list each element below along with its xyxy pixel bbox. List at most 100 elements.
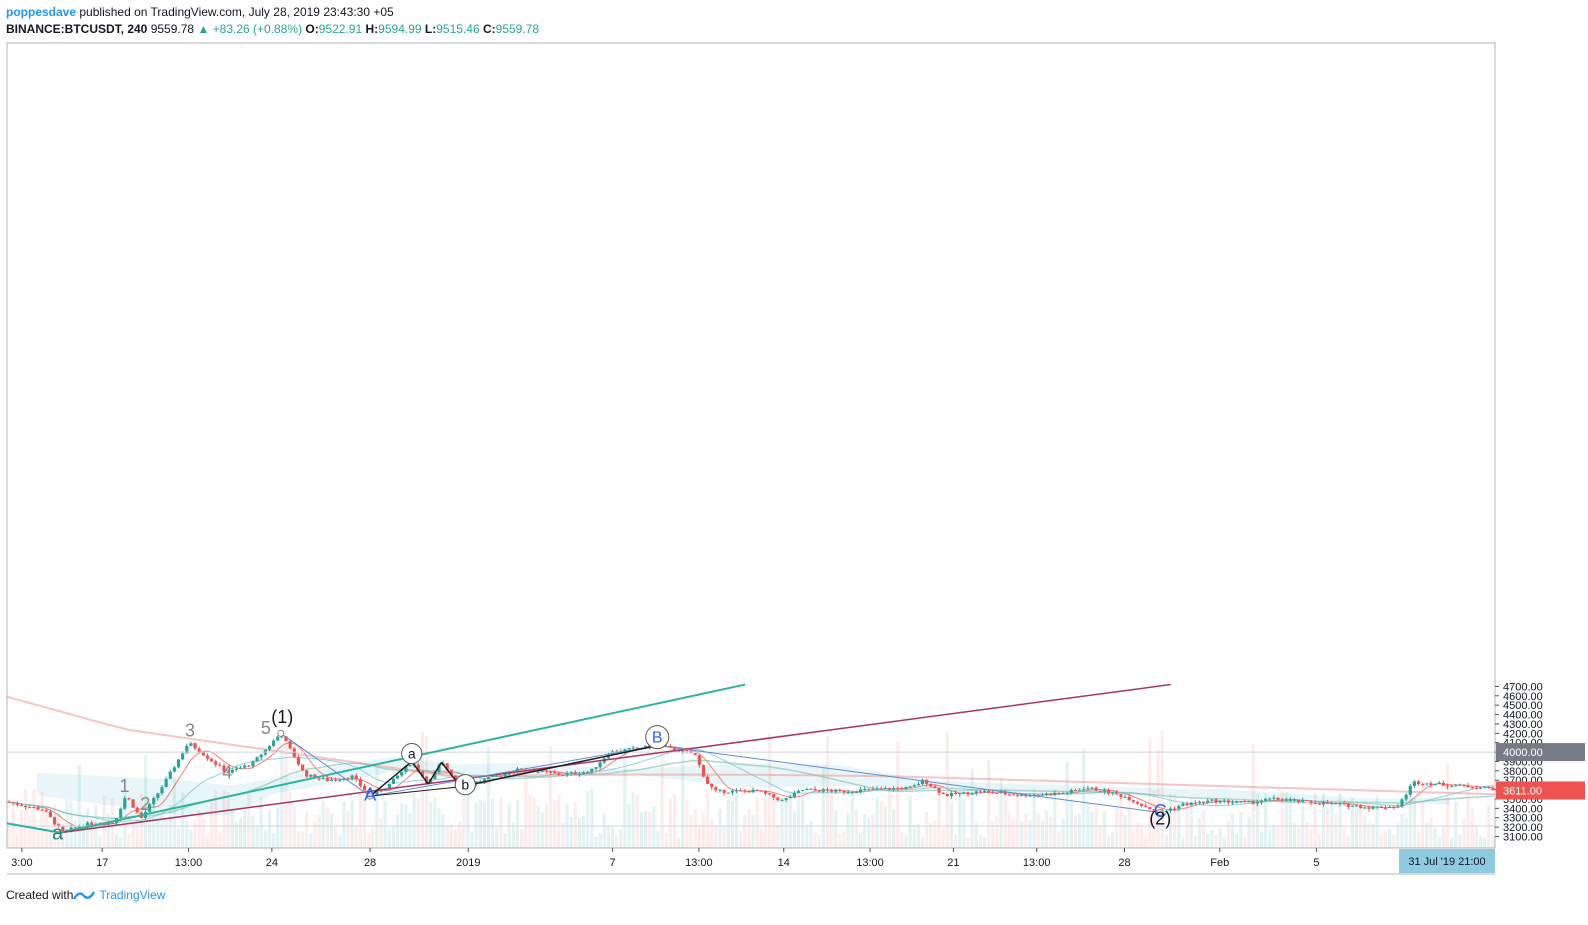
volume-bar (1437, 837, 1441, 848)
tradingview-logo-icon[interactable] (73, 889, 96, 901)
time-tick-label: 28 (364, 857, 376, 869)
volume-bar (102, 795, 106, 848)
candle-body (1016, 795, 1020, 797)
current-price-tag: 3611.00 (1503, 785, 1542, 797)
candle-body (838, 789, 842, 791)
candle-body (309, 774, 313, 777)
candle-body (1127, 796, 1131, 801)
candle-body (342, 778, 346, 780)
candle-body (1007, 794, 1011, 796)
volume-bar (846, 813, 850, 848)
candle-body (19, 804, 24, 806)
volume-bar (40, 791, 44, 848)
volume-bar (805, 824, 809, 848)
candle-body (362, 785, 367, 791)
volume-bar (987, 760, 991, 848)
candle-body (1412, 781, 1416, 786)
candle-body (317, 778, 321, 780)
candle-body (772, 794, 776, 798)
volume-bar (1429, 818, 1433, 848)
candle-body (1140, 803, 1144, 806)
volume-bar (1193, 835, 1197, 848)
candle-body (449, 769, 453, 776)
candle-body (57, 824, 61, 827)
candle-body (1276, 797, 1280, 800)
candle-body (367, 790, 371, 795)
volume-bar (937, 789, 941, 848)
candle-body (1334, 803, 1338, 805)
volume-bar (1094, 805, 1098, 848)
author-name[interactable]: poppesdave (6, 5, 77, 19)
wave-label: B (652, 730, 663, 747)
candle-body (358, 779, 362, 786)
candle-body (635, 747, 639, 749)
chart-header: poppesdave published on TradingView.com,… (6, 4, 539, 38)
price-axis[interactable]: 3100.003200.003300.003400.003500.003600.… (1494, 43, 1588, 848)
candle-body (61, 826, 65, 831)
volume-bar (1057, 831, 1061, 848)
ichimoku-cloud (36, 756, 1451, 816)
candle-body (1003, 792, 1007, 795)
candle-body (296, 757, 300, 765)
candle-body (1379, 806, 1383, 808)
tradingview-brand[interactable]: TradingView (99, 888, 166, 902)
candle-body (36, 807, 40, 810)
volume-bar (334, 827, 338, 848)
volume-bar (396, 814, 400, 848)
volume-bar (598, 833, 602, 848)
volume-bar (730, 800, 734, 848)
candle-body (272, 740, 276, 746)
volume-bar (1098, 826, 1102, 848)
volume-bar (834, 810, 838, 848)
candle-body (565, 773, 569, 776)
candle-body (1416, 781, 1421, 785)
volume-bar (400, 802, 404, 848)
price-tick-label: 3800.00 (1503, 766, 1543, 778)
volume-bar (1292, 823, 1297, 848)
candle-body (734, 790, 739, 792)
candle-body (119, 808, 123, 819)
volume-bar (152, 806, 156, 848)
candle-body (247, 765, 251, 767)
volume-bar (284, 735, 288, 848)
time-axis[interactable]: 3:00 17 13:00 24 28 2019 7 13:00 14 13:00 21 13:00 2… (7, 848, 1495, 875)
candle-body (73, 827, 77, 829)
candle-body (1168, 808, 1173, 811)
candle-body (1098, 790, 1102, 792)
volume-bar (817, 834, 821, 848)
candle-body (929, 783, 933, 787)
current-price-tag-bg (1496, 781, 1585, 800)
candle-body (1458, 784, 1462, 786)
volume-bar (197, 810, 201, 848)
candle-body (292, 748, 296, 758)
volume-bar (685, 799, 689, 848)
candle-body (1450, 785, 1454, 787)
volume-bar (656, 831, 660, 848)
volume-bar (1321, 792, 1326, 848)
candle-body (503, 773, 507, 777)
volume-bar (288, 792, 292, 848)
volume-bar (205, 836, 210, 848)
volume-bar (780, 799, 784, 848)
candle-body (24, 805, 28, 808)
candle-body (1135, 801, 1140, 804)
candle-body (858, 789, 863, 793)
volume-bar (1276, 826, 1280, 848)
volume-bar (1371, 823, 1375, 848)
volume-bar (801, 796, 805, 848)
volume-bar (610, 825, 615, 848)
candle-body (1078, 789, 1082, 791)
volume-bar (172, 776, 176, 848)
volume-bar (1127, 797, 1131, 848)
wave-label: 3 (185, 721, 195, 741)
candle-body (325, 777, 329, 781)
candle-body (780, 800, 784, 802)
candle-body (755, 789, 759, 791)
candle-body (759, 790, 763, 792)
volume-bar (586, 790, 590, 848)
volume-bar (511, 822, 515, 848)
volume-bar (317, 814, 321, 848)
volume-bar (98, 836, 102, 848)
candle-body (210, 758, 214, 762)
